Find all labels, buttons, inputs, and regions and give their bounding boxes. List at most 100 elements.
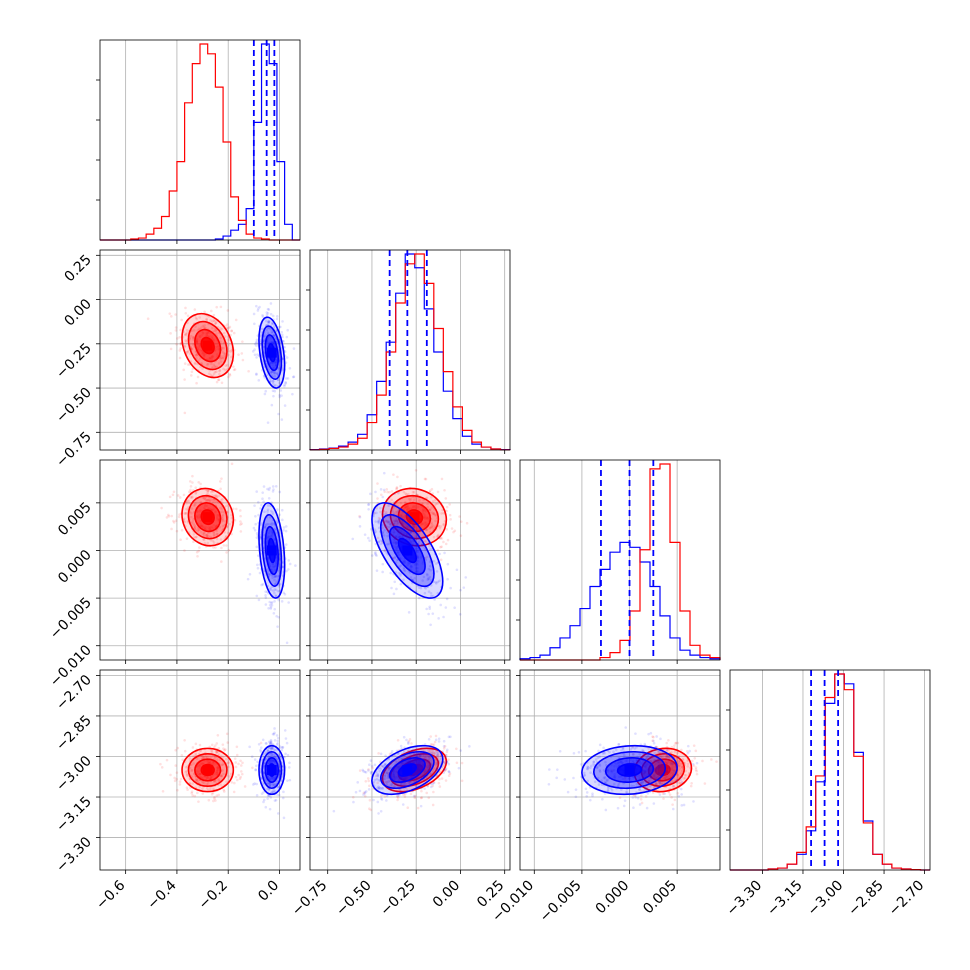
scatter-point [434, 738, 438, 742]
scatter-point [201, 787, 204, 791]
scatter-point [686, 751, 690, 755]
scatter-point [449, 518, 452, 521]
scatter-point [421, 579, 424, 582]
scatter-point [168, 312, 172, 315]
scatter-point [680, 804, 684, 807]
scatter-point [190, 511, 193, 515]
scatter-point [201, 781, 205, 784]
scatter-point [598, 755, 602, 759]
scatter-point [165, 516, 169, 519]
scatter-point [275, 734, 279, 737]
scatter-point [635, 782, 639, 786]
scatter-point [399, 782, 403, 786]
scatter-point [197, 327, 201, 331]
scatter-point [425, 572, 429, 576]
scatter-point [402, 568, 406, 571]
scatter-point [280, 508, 284, 512]
scatter-point [175, 337, 179, 340]
scatter-point [259, 750, 263, 753]
scatter-point [393, 784, 396, 788]
scatter-point [442, 522, 446, 526]
scatter-point [260, 746, 263, 750]
scatter-point [284, 737, 288, 740]
scatter-point [213, 795, 216, 799]
scatter-point [230, 329, 233, 332]
scatter-point [440, 512, 443, 515]
scatter-point [276, 371, 279, 375]
scatter-point [168, 495, 172, 499]
scatter-point [212, 498, 216, 502]
scatter-point [591, 792, 594, 795]
scatter-point [385, 780, 389, 784]
scatter-point [435, 582, 438, 585]
scatter-point [621, 747, 625, 751]
x-tick-label: −2.85 [845, 878, 887, 920]
scatter-point [415, 754, 418, 758]
scatter-point [602, 776, 606, 780]
scatter-point [660, 781, 664, 785]
scatter-point [222, 788, 226, 792]
scatter-point [183, 749, 187, 753]
scatter-point [193, 503, 197, 507]
scatter-point [677, 760, 681, 763]
scatter-point [266, 568, 270, 571]
scatter-point [272, 333, 276, 337]
scatter-point [278, 589, 282, 593]
scatter-point [280, 748, 284, 752]
scatter-point [468, 745, 471, 748]
scatter-point [263, 392, 267, 396]
scatter-point [273, 799, 277, 802]
scatter-point [273, 600, 276, 603]
hist-series-b [100, 43, 300, 241]
scatter-point [384, 754, 387, 758]
scatter-point [665, 754, 669, 758]
scatter-point [230, 781, 234, 784]
scatter-point [212, 372, 216, 375]
scatter-point [371, 766, 374, 770]
scatter-point [373, 552, 377, 555]
scatter-point [267, 321, 270, 325]
panel-content [160, 462, 297, 645]
scatter-point [269, 605, 273, 609]
scatter-point [386, 772, 390, 775]
scatter-point [367, 769, 370, 772]
scatter-point [384, 519, 388, 522]
scatter-point [176, 788, 179, 792]
scatter-point [394, 510, 398, 514]
scatter-point [202, 756, 205, 759]
scatter-point [396, 475, 399, 479]
scatter-point [225, 551, 228, 554]
scatter-point [434, 562, 438, 565]
scatter-point [266, 510, 269, 513]
scatter-point [617, 743, 620, 746]
scatter-point [413, 576, 416, 580]
scatter-point [265, 313, 269, 317]
scatter-point [181, 758, 185, 762]
scatter-point [272, 753, 275, 757]
scatter-point [449, 586, 452, 590]
scatter-point [668, 781, 672, 785]
scatter-point [377, 521, 381, 525]
scatter-point [379, 787, 383, 790]
scatter-point [378, 769, 382, 773]
scatter-point [424, 528, 427, 532]
scatter-point [170, 527, 173, 531]
scatter-point [428, 564, 432, 568]
y-tick-label: −0.005 [47, 595, 95, 643]
scatter-point [438, 770, 442, 774]
scatter-point [374, 520, 377, 523]
scatter-point [405, 525, 409, 529]
scatter-point [271, 789, 275, 793]
scatter-point [267, 488, 271, 492]
scatter-point [253, 782, 256, 785]
scatter-point [273, 588, 276, 591]
scatter-point [280, 418, 284, 421]
scatter-point [429, 743, 433, 746]
scatter-point [235, 778, 239, 782]
scatter-point [284, 525, 288, 528]
scatter-point [401, 757, 405, 761]
scatter-point [436, 591, 440, 595]
scatter-point [657, 763, 660, 767]
scatter-point [268, 587, 272, 591]
scatter-point [679, 778, 682, 782]
